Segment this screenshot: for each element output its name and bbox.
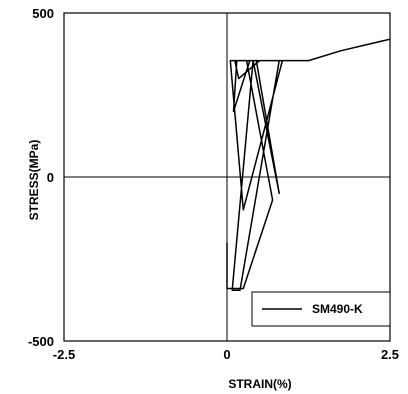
legend-label-sm490-k: SM490-K xyxy=(312,302,363,316)
y-tick-label: 0 xyxy=(47,170,54,185)
y-axis-label: STRESS(MPa) xyxy=(27,140,41,221)
series-group xyxy=(226,38,391,291)
x-tick-label: 0 xyxy=(223,347,230,362)
x-tick-label: 2.5 xyxy=(381,347,399,362)
series-line-sm490-k xyxy=(226,38,391,291)
y-tick-label: -500 xyxy=(28,334,54,349)
y-tick-label: 500 xyxy=(32,6,54,21)
tick-labels: -2.5 0 2.5 500 0 -500 xyxy=(28,6,399,362)
x-tick-label: -2.5 xyxy=(53,347,75,362)
x-axis-label: STRAIN(%) xyxy=(228,377,291,391)
legend: SM490-K xyxy=(251,291,391,327)
